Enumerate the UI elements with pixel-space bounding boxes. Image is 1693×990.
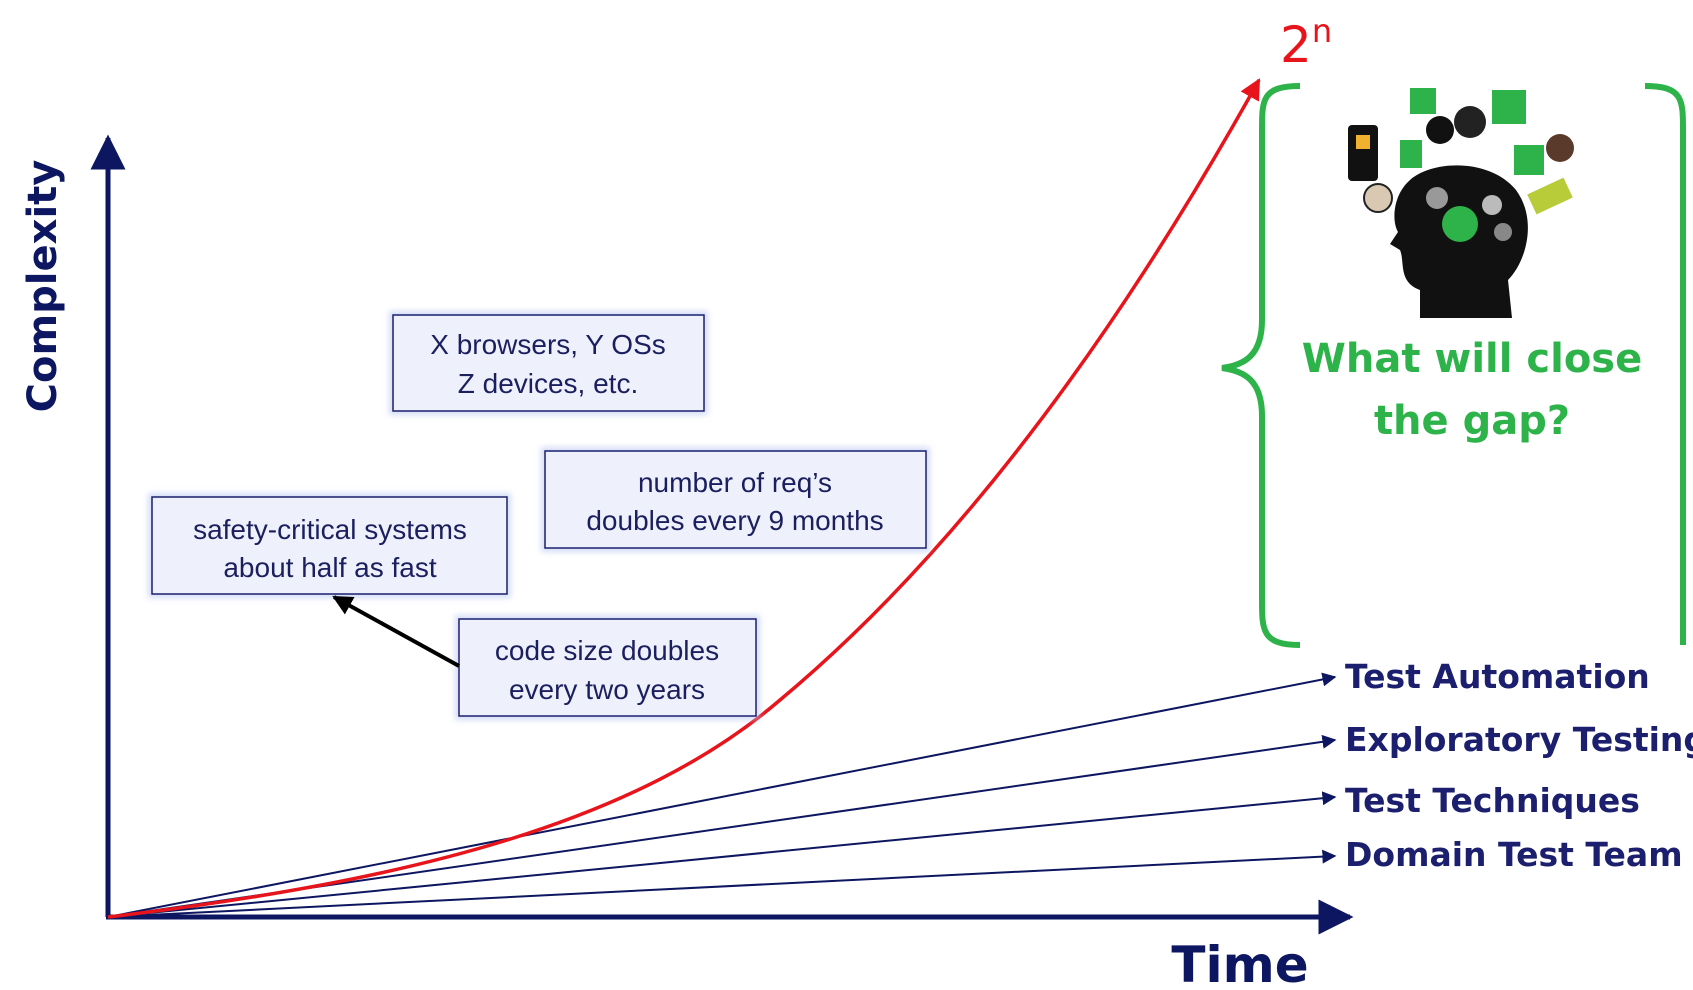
approach-line — [107, 791, 1337, 918]
approach-line — [107, 672, 1337, 918]
x-axis-label: Time — [1171, 936, 1308, 990]
note-text: doubles every 9 months — [586, 505, 883, 536]
approach-line — [107, 849, 1337, 918]
left-brace — [1221, 83, 1301, 648]
note-box — [458, 618, 757, 717]
curve-label-exponent: n — [1312, 12, 1332, 50]
note-text: Z devices, etc. — [458, 368, 639, 399]
note-text: every two years — [509, 674, 705, 705]
note-text: about half as fast — [223, 552, 436, 583]
note-text: number of req’s — [638, 467, 832, 498]
approach-label: Exploratory Testing — [1345, 720, 1693, 759]
note-box — [151, 496, 508, 595]
curve-label-base: 2 — [1280, 16, 1312, 74]
approach-label: Test Techniques — [1345, 781, 1640, 820]
curve-label: 2n — [1280, 12, 1332, 74]
note-box — [392, 314, 705, 412]
gap-question: What will close — [1302, 336, 1643, 382]
right-brace — [1644, 83, 1686, 645]
note-text: code size doubles — [495, 635, 719, 666]
gap-question: the gap? — [1374, 398, 1570, 444]
note-text: safety-critical systems — [193, 514, 467, 545]
note-arrow — [332, 595, 460, 668]
y-axis-label: Complexity — [20, 160, 66, 413]
note-box — [544, 450, 927, 549]
exponential-curve — [107, 78, 1261, 919]
note-text: X browsers, Y OSs — [430, 329, 666, 360]
approach-label: Domain Test Team — [1345, 835, 1683, 874]
head-illustration — [1348, 88, 1574, 318]
approach-label: Test Automation — [1345, 657, 1650, 696]
